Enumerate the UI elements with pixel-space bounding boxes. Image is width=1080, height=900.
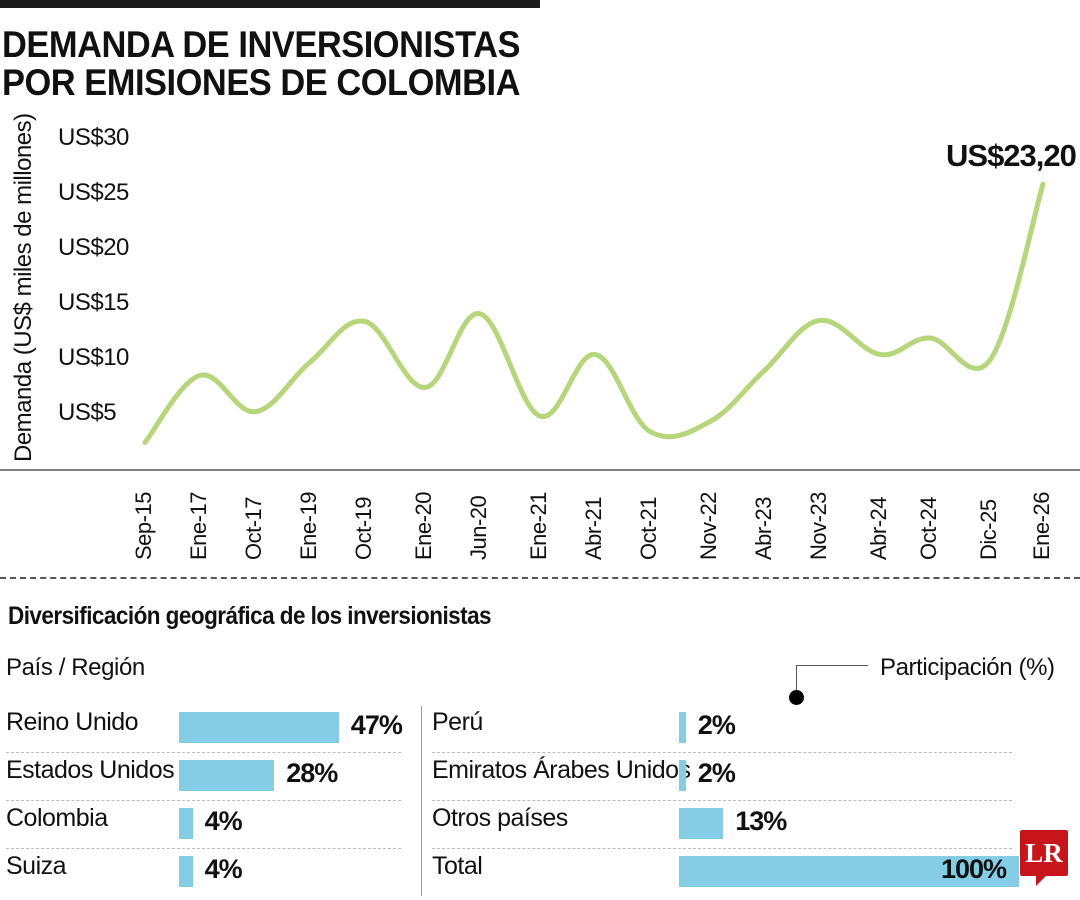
row-separator <box>432 848 1012 849</box>
y-tick-label: US$15 <box>58 289 129 316</box>
row-separator <box>6 800 401 801</box>
page-title: DEMANDA DE INVERSIONISTAS POR EMISIONES … <box>2 26 520 102</box>
share-bar <box>179 760 275 791</box>
country-name: Colombia <box>6 804 108 832</box>
share-value: 100% <box>941 854 1007 884</box>
table-row: Total 100% <box>432 848 1032 894</box>
line-chart <box>0 181 1080 471</box>
country-name: Emiratos Árabes Unidos <box>432 756 691 784</box>
y-tick-label: US$5 <box>58 399 117 426</box>
y-tick-label: US$30 <box>58 124 129 151</box>
country-name: Total <box>432 852 483 880</box>
share-value: 47% <box>350 710 403 740</box>
y-tick-label: US$20 <box>58 234 129 261</box>
share-value: 2% <box>697 710 736 740</box>
lr-logo-icon: LR <box>1020 830 1068 876</box>
row-separator <box>432 800 1012 801</box>
country-name: Perú <box>432 708 483 736</box>
country-name: Reino Unido <box>6 708 139 736</box>
table-row: Perú 2% <box>432 704 1032 753</box>
share-bar <box>679 712 686 743</box>
leader-dot-icon <box>789 690 804 705</box>
row-separator <box>6 848 401 849</box>
section-divider <box>0 577 1080 579</box>
top-rule <box>0 0 540 8</box>
title-line-1: DEMANDA DE INVERSIONISTAS <box>2 24 520 65</box>
share-bar <box>179 712 339 743</box>
leader-line <box>796 665 868 666</box>
table-row: Otros países 13% <box>432 800 1032 849</box>
share-value: 4% <box>204 854 243 884</box>
share-bar <box>679 856 1019 887</box>
table-row: Reino Unido 47% <box>6 704 406 753</box>
table-row: Colombia 4% <box>6 800 406 849</box>
share-bar <box>679 808 724 839</box>
country-name: Otros países <box>432 804 568 832</box>
share-value: 4% <box>204 806 243 836</box>
country-name: Estados Unidos <box>6 756 175 784</box>
leader-line-vertical <box>796 665 797 695</box>
share-bar <box>179 808 193 839</box>
share-bar <box>679 760 686 791</box>
row-separator <box>6 752 401 753</box>
column-divider <box>421 706 422 896</box>
series-line-demanda <box>142 181 1046 445</box>
country-name: Suiza <box>6 852 67 880</box>
series-points <box>143 182 1046 446</box>
y-tick-label: US$10 <box>58 344 129 371</box>
lr-logo-tail <box>1036 874 1048 886</box>
table-row: Suiza 4% <box>6 848 406 894</box>
share-value: 2% <box>697 758 736 788</box>
table-subtitle: Diversificación geográfica de los invers… <box>8 602 492 630</box>
annotation-last-value: US$23,20 <box>946 138 1077 173</box>
share-value: 13% <box>735 806 787 836</box>
title-line-2: POR EMISIONES DE COLOMBIA <box>2 62 520 103</box>
table-row: Emiratos Árabes Unidos 2% <box>432 752 1032 801</box>
table-row: Estados Unidos 28% <box>6 752 406 801</box>
column-header-share: Participación (%) <box>880 654 1055 681</box>
column-header-country: País / Región <box>6 654 145 681</box>
share-value: 28% <box>286 758 338 788</box>
row-separator <box>432 752 1012 753</box>
share-bar <box>179 856 193 887</box>
y-tick-label: US$25 <box>58 179 129 206</box>
